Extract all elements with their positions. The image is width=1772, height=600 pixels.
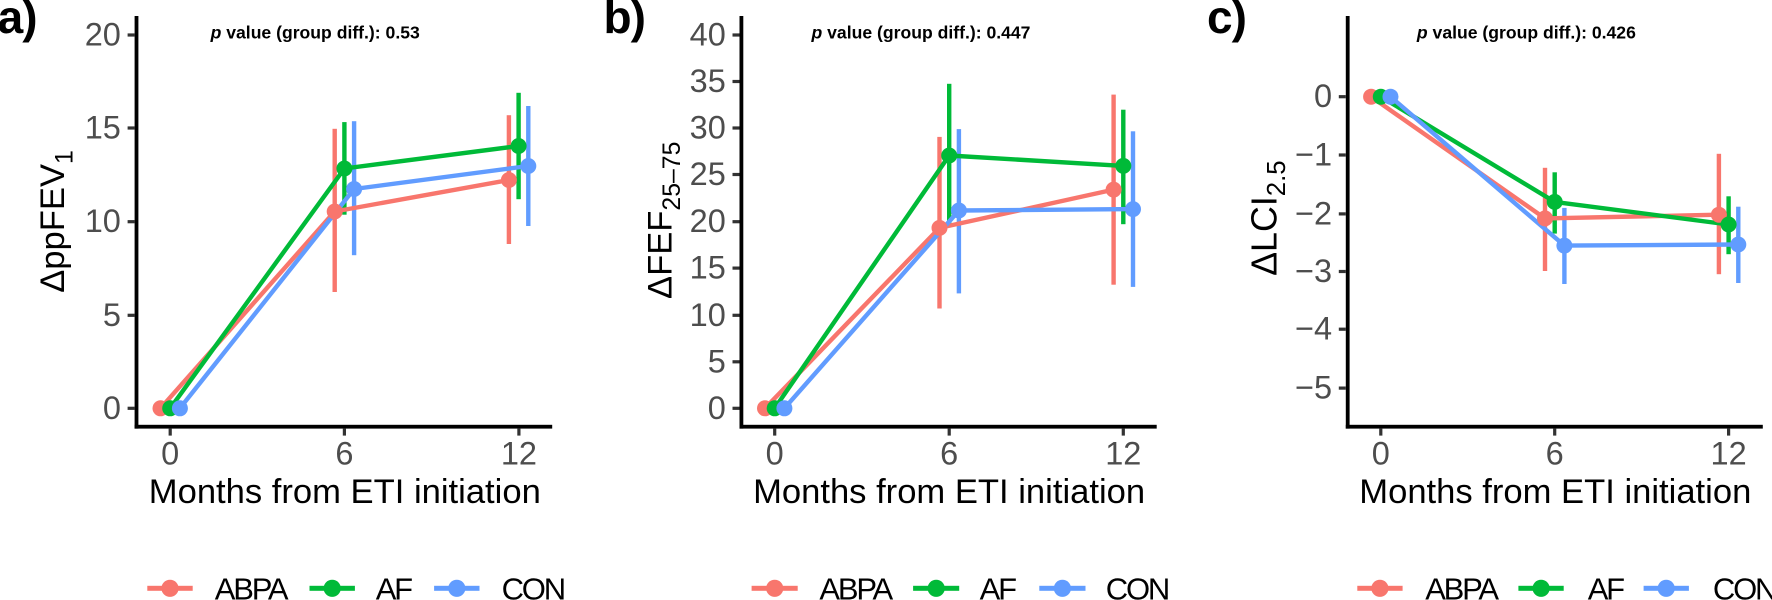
svg-text:20: 20 — [690, 203, 726, 239]
svg-text:−3: −3 — [1295, 253, 1332, 289]
svg-text:0: 0 — [161, 436, 179, 472]
svg-text:Months from ETI initiation: Months from ETI initiation — [1359, 473, 1751, 511]
svg-text:b): b) — [604, 0, 645, 43]
svg-text:0: 0 — [103, 390, 121, 426]
svg-text:ABPA: ABPA — [215, 571, 289, 600]
svg-text:25: 25 — [690, 156, 726, 192]
svg-text:p value (group diff.): 0.447: p value (group diff.): 0.447 — [811, 23, 1031, 43]
svg-text:−1: −1 — [1295, 137, 1332, 173]
svg-text:CON: CON — [502, 571, 564, 600]
svg-text:12: 12 — [501, 436, 537, 472]
svg-text:ABPA: ABPA — [1425, 571, 1499, 600]
svg-text:5: 5 — [103, 297, 121, 333]
svg-text:6: 6 — [940, 436, 958, 472]
svg-text:40: 40 — [690, 17, 726, 53]
svg-text:CON: CON — [1713, 571, 1772, 600]
svg-text:ΔppFEV1: ΔppFEV1 — [34, 150, 79, 293]
svg-text:15: 15 — [85, 110, 121, 146]
svg-text:c): c) — [1207, 0, 1246, 43]
svg-text:−4: −4 — [1295, 311, 1332, 347]
svg-text:20: 20 — [85, 17, 121, 53]
svg-text:Months from ETI initiation: Months from ETI initiation — [149, 473, 541, 511]
svg-text:a): a) — [0, 0, 37, 43]
svg-text:−5: −5 — [1295, 370, 1332, 406]
svg-text:0: 0 — [1372, 436, 1390, 472]
svg-text:35: 35 — [690, 63, 726, 99]
svg-text:0: 0 — [708, 390, 726, 426]
svg-text:0: 0 — [766, 436, 784, 472]
svg-text:10: 10 — [85, 203, 121, 239]
svg-text:30: 30 — [690, 110, 726, 146]
svg-text:ABPA: ABPA — [819, 571, 893, 600]
svg-text:15: 15 — [690, 250, 726, 286]
svg-text:AF: AF — [1588, 571, 1624, 600]
svg-text:6: 6 — [1546, 436, 1564, 472]
svg-text:12: 12 — [1711, 436, 1747, 472]
svg-text:12: 12 — [1105, 436, 1141, 472]
svg-text:p value (group diff.): 0.426: p value (group diff.): 0.426 — [1416, 23, 1636, 43]
svg-text:10: 10 — [690, 297, 726, 333]
svg-text:p value (group diff.): 0.53: p value (group diff.): 0.53 — [210, 23, 420, 43]
svg-text:AF: AF — [376, 571, 412, 600]
svg-text:CON: CON — [1106, 571, 1168, 600]
svg-text:−2: −2 — [1295, 195, 1332, 231]
svg-text:6: 6 — [335, 436, 353, 472]
svg-text:Months from ETI initiation: Months from ETI initiation — [753, 473, 1145, 511]
svg-text:AF: AF — [980, 571, 1016, 600]
svg-text:5: 5 — [708, 343, 726, 379]
svg-text:0: 0 — [1314, 78, 1332, 114]
